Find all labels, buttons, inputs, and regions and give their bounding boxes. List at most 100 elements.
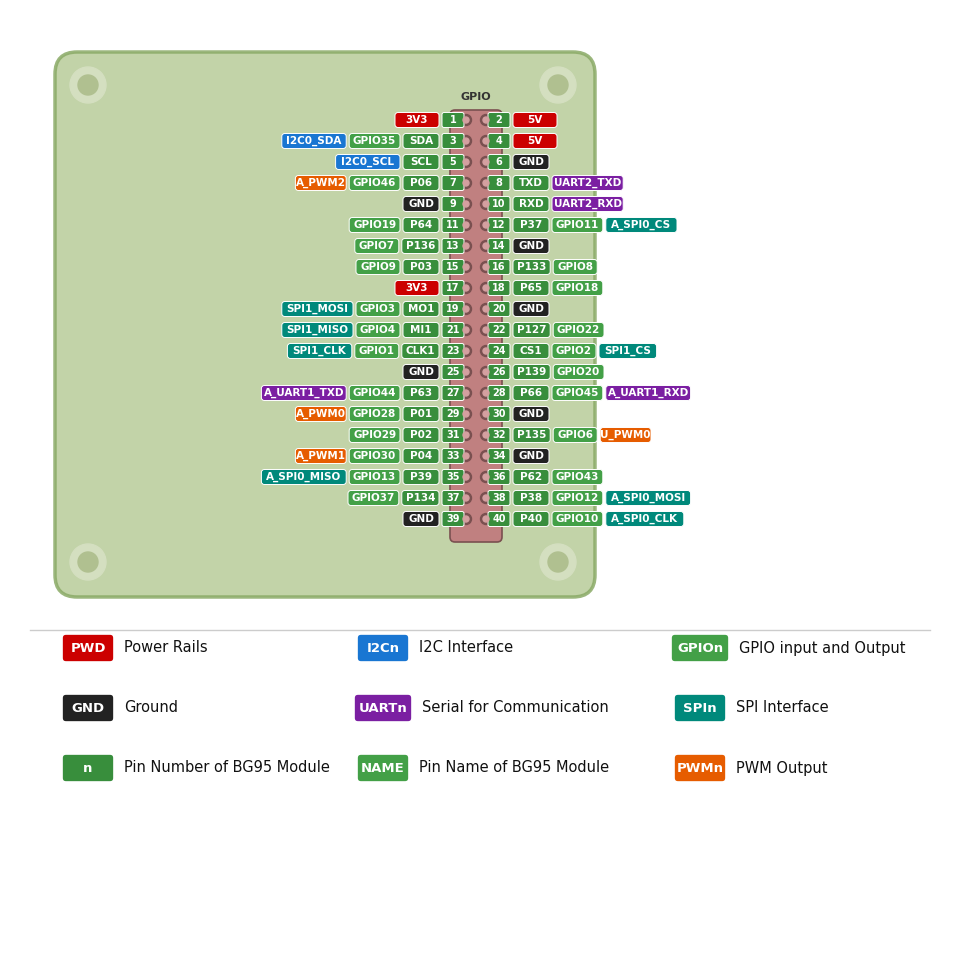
Text: 31: 31 <box>446 430 460 440</box>
Text: GND: GND <box>408 514 434 524</box>
Text: P02: P02 <box>410 430 432 440</box>
FancyBboxPatch shape <box>513 259 550 275</box>
FancyBboxPatch shape <box>513 428 550 442</box>
Circle shape <box>481 367 492 377</box>
FancyBboxPatch shape <box>442 280 464 296</box>
FancyBboxPatch shape <box>403 154 439 169</box>
Circle shape <box>463 453 469 459</box>
Text: 4: 4 <box>495 136 502 146</box>
Text: P01: P01 <box>410 409 432 419</box>
FancyBboxPatch shape <box>349 386 400 400</box>
FancyBboxPatch shape <box>442 238 464 254</box>
Circle shape <box>481 388 492 398</box>
Circle shape <box>461 303 471 315</box>
Text: SPI1_MOSI: SPI1_MOSI <box>286 304 348 314</box>
FancyBboxPatch shape <box>296 175 347 190</box>
Text: P139: P139 <box>517 367 546 377</box>
Circle shape <box>483 411 489 417</box>
Text: GPIO35: GPIO35 <box>353 136 396 146</box>
Text: A_SPI0_CS: A_SPI0_CS <box>612 220 671 230</box>
FancyBboxPatch shape <box>552 470 603 484</box>
FancyBboxPatch shape <box>606 217 677 233</box>
Circle shape <box>463 243 469 249</box>
Text: SDA: SDA <box>409 136 433 146</box>
Text: GPIO12: GPIO12 <box>556 493 599 503</box>
Circle shape <box>461 282 471 294</box>
Circle shape <box>483 285 489 291</box>
Circle shape <box>483 306 489 312</box>
FancyBboxPatch shape <box>349 449 400 463</box>
Text: P65: P65 <box>520 283 542 293</box>
Text: RXD: RXD <box>518 199 543 209</box>
Text: 33: 33 <box>446 451 460 461</box>
Text: 38: 38 <box>492 493 506 503</box>
FancyBboxPatch shape <box>403 175 439 190</box>
FancyBboxPatch shape <box>55 52 595 597</box>
FancyBboxPatch shape <box>513 365 550 380</box>
FancyBboxPatch shape <box>513 449 549 463</box>
FancyBboxPatch shape <box>488 154 510 169</box>
Text: SCL: SCL <box>410 157 432 167</box>
FancyBboxPatch shape <box>349 175 400 190</box>
FancyBboxPatch shape <box>488 196 510 211</box>
Text: 1: 1 <box>449 115 456 125</box>
Text: 28: 28 <box>492 388 506 398</box>
Text: P136: P136 <box>406 241 435 251</box>
Text: SPI1_CS: SPI1_CS <box>605 345 651 356</box>
FancyBboxPatch shape <box>403 323 439 338</box>
FancyBboxPatch shape <box>442 428 464 442</box>
FancyBboxPatch shape <box>356 323 400 338</box>
Circle shape <box>481 345 492 357</box>
Text: PWD: PWD <box>70 641 106 655</box>
FancyBboxPatch shape <box>62 634 114 662</box>
Circle shape <box>461 219 471 231</box>
Text: 3: 3 <box>449 136 456 146</box>
Text: 32: 32 <box>492 430 506 440</box>
FancyBboxPatch shape <box>354 694 412 722</box>
Circle shape <box>70 67 106 103</box>
Circle shape <box>461 451 471 461</box>
Circle shape <box>481 282 492 294</box>
Text: Power Rails: Power Rails <box>124 640 207 656</box>
FancyBboxPatch shape <box>403 365 439 380</box>
Text: GPIO10: GPIO10 <box>556 514 599 524</box>
FancyBboxPatch shape <box>488 217 510 233</box>
Text: 16: 16 <box>492 262 506 272</box>
Text: P06: P06 <box>410 178 432 188</box>
FancyBboxPatch shape <box>553 259 597 275</box>
Circle shape <box>481 493 492 503</box>
Text: 29: 29 <box>446 409 460 419</box>
Circle shape <box>463 285 469 291</box>
FancyBboxPatch shape <box>513 154 549 169</box>
Circle shape <box>483 474 489 480</box>
FancyBboxPatch shape <box>403 428 439 442</box>
Text: P63: P63 <box>410 388 432 398</box>
Text: 7: 7 <box>449 178 456 188</box>
Text: Pin Number of BG95 Module: Pin Number of BG95 Module <box>124 761 330 775</box>
FancyBboxPatch shape <box>403 386 439 400</box>
FancyBboxPatch shape <box>296 407 347 421</box>
Text: A_PWM2: A_PWM2 <box>296 178 346 189</box>
Circle shape <box>463 180 469 186</box>
Text: 18: 18 <box>492 283 506 293</box>
FancyBboxPatch shape <box>349 217 400 233</box>
FancyBboxPatch shape <box>513 238 549 254</box>
Circle shape <box>463 138 469 144</box>
Circle shape <box>463 348 469 354</box>
FancyBboxPatch shape <box>442 449 464 463</box>
Text: SPIn: SPIn <box>684 701 717 715</box>
Text: A_SPI0_CLK: A_SPI0_CLK <box>612 514 679 524</box>
FancyBboxPatch shape <box>513 323 550 338</box>
FancyBboxPatch shape <box>488 301 510 317</box>
FancyBboxPatch shape <box>442 491 464 505</box>
FancyBboxPatch shape <box>552 196 623 211</box>
Circle shape <box>463 411 469 417</box>
Circle shape <box>481 136 492 146</box>
FancyBboxPatch shape <box>552 175 623 190</box>
FancyBboxPatch shape <box>552 386 603 400</box>
Text: U_PWM0: U_PWM0 <box>600 430 651 440</box>
FancyBboxPatch shape <box>552 280 603 296</box>
Text: GPIO45: GPIO45 <box>556 388 599 398</box>
Text: P134: P134 <box>406 493 435 503</box>
FancyBboxPatch shape <box>488 407 510 421</box>
